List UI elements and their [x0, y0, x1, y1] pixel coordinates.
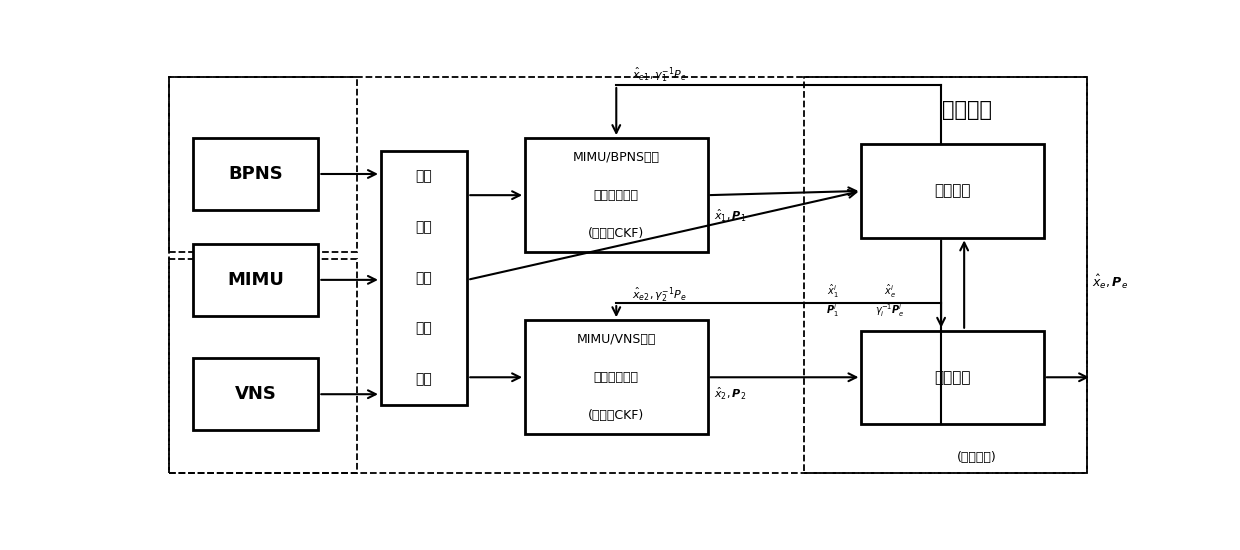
Bar	[862, 331, 1044, 424]
Bar	[193, 358, 319, 430]
Bar	[381, 151, 467, 405]
Text: 最优融合: 最优融合	[935, 370, 971, 385]
Text: 时间更新: 时间更新	[935, 184, 971, 199]
Text: MIMU: MIMU	[227, 271, 284, 289]
Text: 异步: 异步	[415, 169, 433, 183]
Text: $\hat{x}_{e2},\gamma_2^{-1}P_e$: $\hat{x}_{e2},\gamma_2^{-1}P_e$	[632, 286, 687, 305]
Text: (改进的CKF): (改进的CKF)	[588, 227, 645, 240]
Text: $\hat{x}_2,\boldsymbol{P}_2$: $\hat{x}_2,\boldsymbol{P}_2$	[714, 386, 746, 402]
Bar	[525, 320, 708, 434]
Bar	[525, 138, 708, 252]
Bar	[804, 76, 1087, 472]
Bar	[193, 244, 319, 316]
Text: 导航子滤波器: 导航子滤波器	[594, 371, 639, 384]
Text: VNS: VNS	[234, 385, 277, 403]
Text: MIMU/BPNS组合: MIMU/BPNS组合	[573, 151, 660, 163]
Text: $\hat{x}_1,\boldsymbol{P}_1$: $\hat{x}_1,\boldsymbol{P}_1$	[714, 208, 746, 224]
Text: 主滤波器: 主滤波器	[942, 101, 992, 120]
Bar	[862, 144, 1044, 238]
Text: 数据: 数据	[415, 271, 433, 285]
Text: 导航子滤波器: 导航子滤波器	[594, 189, 639, 202]
Text: 时间: 时间	[415, 322, 433, 336]
Text: (改进的CKF): (改进的CKF)	[588, 409, 645, 422]
Text: 配准: 配准	[415, 372, 433, 387]
Text: MIMU/VNS组合: MIMU/VNS组合	[577, 333, 656, 345]
Bar	[193, 138, 319, 210]
Text: $\hat{x}_e^i$
$\gamma_i^{-1}\boldsymbol{P}_e^i$: $\hat{x}_e^i$ $\gamma_i^{-1}\boldsymbol{…	[875, 283, 905, 319]
Text: (联邦滤波): (联邦滤波)	[957, 451, 997, 464]
Bar	[170, 258, 357, 472]
Text: $\hat{x}_e,\boldsymbol{P}_e$: $\hat{x}_e,\boldsymbol{P}_e$	[1092, 273, 1128, 291]
Text: $\hat{x}_1^i$
$\boldsymbol{P}_1^i$: $\hat{x}_1^i$ $\boldsymbol{P}_1^i$	[826, 283, 839, 319]
Bar	[170, 76, 357, 252]
Text: 观测: 观测	[415, 220, 433, 234]
Text: $\hat{x}_{e1},\gamma_1^{-1}P_e$: $\hat{x}_{e1},\gamma_1^{-1}P_e$	[632, 66, 687, 85]
Text: BPNS: BPNS	[228, 165, 283, 183]
